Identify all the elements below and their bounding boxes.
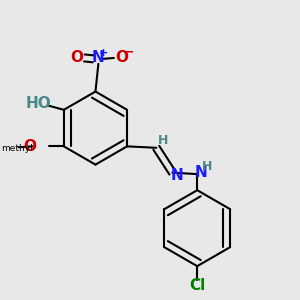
Text: N: N [92, 50, 105, 65]
Text: O: O [115, 50, 128, 65]
Text: N: N [195, 165, 207, 180]
Text: O: O [23, 139, 36, 154]
Text: H: H [202, 160, 213, 173]
Text: Cl: Cl [189, 278, 205, 292]
Text: N: N [170, 168, 183, 183]
Text: HO: HO [26, 97, 52, 112]
Text: O: O [70, 50, 83, 65]
Text: −: − [123, 46, 134, 59]
Text: methyl: methyl [1, 144, 33, 153]
Text: H: H [158, 134, 168, 147]
Text: +: + [99, 48, 108, 58]
